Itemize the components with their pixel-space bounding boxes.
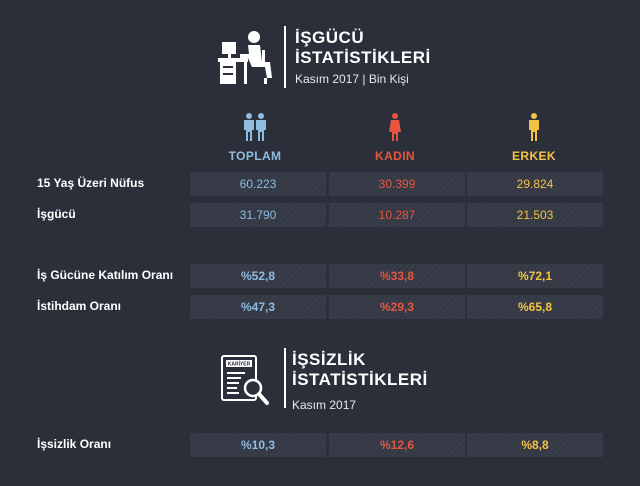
- two-people-icon: [244, 113, 266, 141]
- unemployment-stats-title: İŞSİZLİK İSTATİSTİKLERİ: [292, 350, 428, 390]
- value-total: 31.790: [190, 203, 326, 227]
- worker-at-desk-icon: [218, 31, 272, 84]
- value-total: %47,3: [190, 295, 326, 319]
- value-total: 60.223: [190, 172, 326, 196]
- header-divider: [284, 26, 286, 88]
- title-line-2: İSTATİSTİKLERİ: [292, 370, 428, 389]
- value-women: 30.399: [329, 172, 465, 196]
- cv-label: KARİYER: [228, 361, 251, 368]
- unemployment-stats-subtitle: Kasım 2017: [292, 398, 357, 412]
- column-women: KADIN: [325, 113, 465, 163]
- man-icon: [529, 113, 539, 141]
- column-label-women: KADIN: [375, 149, 415, 163]
- column-total: TOPLAM: [185, 113, 325, 163]
- row-label: İşsizlik Oranı: [37, 437, 112, 451]
- row-label: İşgücü: [37, 207, 76, 221]
- column-label-total: TOPLAM: [228, 149, 282, 163]
- table-row: İstihdam Oranı %47,3 %29,3 %65,8: [0, 295, 640, 319]
- table-row: İşsizlik Oranı %10,3 %12,6 %8,8: [0, 433, 640, 457]
- table-row: İşgücü 31.790 10.287 21.503: [0, 203, 640, 227]
- value-men: 29.824: [467, 172, 603, 196]
- value-women: %12,6: [329, 433, 465, 457]
- value-men: %65,8: [467, 295, 603, 319]
- labor-stats-header: İŞGÜCÜ İSTATİSTİKLERİ Kasım 2017 | Bin K…: [218, 24, 438, 94]
- header-divider: [284, 348, 286, 408]
- title-line-1: İŞGÜCÜ: [295, 28, 365, 47]
- cv-magnifier-icon: KARİYER: [221, 355, 269, 405]
- row-label: İş Gücüne Katılım Oranı: [37, 268, 174, 282]
- value-total: %10,3: [190, 433, 326, 457]
- title-line-1: İŞSİZLİK: [292, 350, 366, 369]
- row-label: İstihdam Oranı: [37, 299, 122, 313]
- value-women: %33,8: [329, 264, 465, 288]
- labor-stats-subtitle: Kasım 2017 | Bin Kişi: [295, 72, 409, 86]
- value-men: %8,8: [467, 433, 603, 457]
- value-women: 10.287: [329, 203, 465, 227]
- table-row: İş Gücüne Katılım Oranı %52,8 %33,8 %72,…: [0, 264, 640, 288]
- value-total: %52,8: [190, 264, 326, 288]
- woman-icon: [389, 113, 401, 141]
- table-row: 15 Yaş Üzeri Nüfus 60.223 30.399 29.824: [0, 172, 640, 196]
- value-men: %72,1: [467, 264, 603, 288]
- value-men: 21.503: [467, 203, 603, 227]
- title-line-2: İSTATİSTİKLERİ: [295, 48, 431, 67]
- labor-stats-title: İŞGÜCÜ İSTATİSTİKLERİ: [295, 28, 431, 68]
- unemployment-stats-header: KARİYER İŞSİZLİK İSTATİSTİKLERİ Kasım 20…: [220, 348, 440, 414]
- column-men: ERKEK: [464, 113, 604, 163]
- value-women: %29,3: [329, 295, 465, 319]
- column-label-men: ERKEK: [511, 149, 556, 163]
- row-label: 15 Yaş Üzeri Nüfus: [37, 176, 145, 190]
